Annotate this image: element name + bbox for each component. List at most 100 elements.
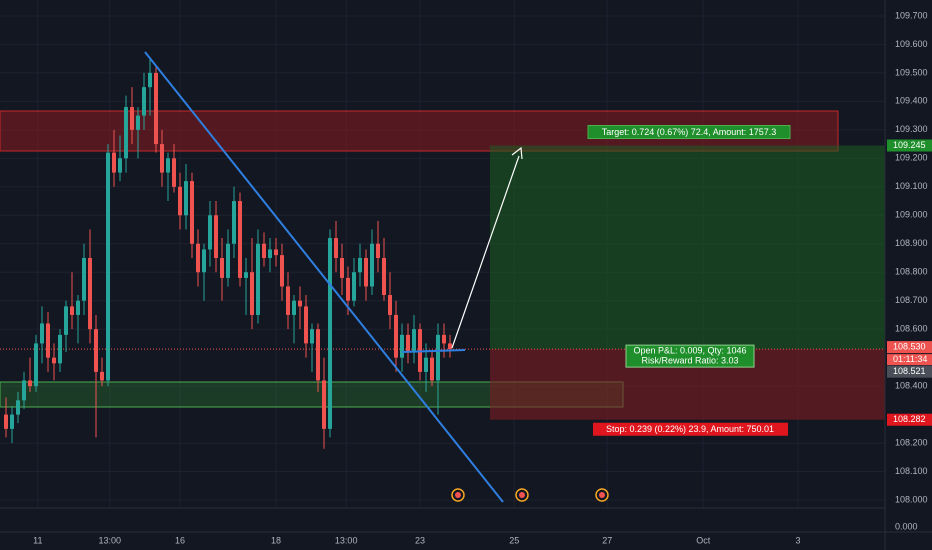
- candle-body: [244, 272, 248, 278]
- candle-body: [196, 243, 200, 273]
- arrow-head: [511, 146, 523, 160]
- y-tick-label: 108.700: [895, 295, 928, 305]
- candle-body: [220, 257, 224, 278]
- y-tick-label: 108.200: [895, 437, 928, 447]
- candle-body: [130, 107, 134, 130]
- candle-body: [346, 277, 350, 301]
- x-tick-label: 25: [509, 535, 519, 545]
- stop-price-tag-box: [887, 413, 932, 426]
- x-tick-label: Oct: [696, 535, 711, 545]
- x-tick-label: 18: [271, 535, 281, 545]
- stop-label: Stop: 0.239 (0.22%) 23.9, Amount: 750.01: [606, 424, 774, 434]
- candle-body: [22, 380, 26, 401]
- candle-body: [172, 158, 176, 187]
- candle-body: [64, 306, 68, 335]
- y-tick-label: 109.200: [895, 153, 928, 163]
- y-tick-label: 109.700: [895, 10, 928, 20]
- target-zone: [490, 145, 885, 350]
- trend-line: [144, 51, 504, 503]
- candle-body: [304, 306, 308, 344]
- candle-body: [52, 357, 56, 364]
- candle-body: [448, 343, 452, 350]
- y-tick-label: 109.100: [895, 181, 928, 191]
- x-tick-label: 3: [795, 535, 800, 545]
- y-tick-label: 108.000: [895, 494, 928, 504]
- candle-body: [286, 286, 290, 315]
- event-icon-dot: [455, 492, 461, 498]
- ratio-label: Risk/Reward Ratio: 3.03: [641, 355, 738, 365]
- entry-price-tag: 108.530: [893, 341, 926, 351]
- candle-body: [262, 243, 266, 258]
- candle-body: [340, 257, 344, 278]
- candle-body: [214, 215, 218, 258]
- candle-body: [190, 181, 194, 244]
- countdown: 01:11:34: [893, 354, 927, 364]
- x-tick-label: 13:00: [99, 535, 122, 545]
- candle-body: [106, 152, 110, 381]
- candle-body: [436, 334, 440, 381]
- y-tick-label: 108.800: [895, 267, 928, 277]
- candle-body: [298, 300, 302, 307]
- y-tick-label: 108.100: [895, 466, 928, 476]
- candle-body: [232, 201, 236, 244]
- candle-body: [274, 249, 278, 256]
- x-tick-label: 13:00: [335, 535, 358, 545]
- stop-price-tag: 108.282: [893, 414, 926, 424]
- last-price-tag-box: [887, 365, 932, 378]
- y-tick-label: 109.000: [895, 210, 928, 220]
- y-tick-label: 108.900: [895, 238, 928, 248]
- candle-body: [280, 255, 284, 287]
- candle-body: [424, 357, 428, 372]
- y-tick-label: 109.400: [895, 96, 928, 106]
- candle-body: [160, 144, 164, 173]
- candle-body: [40, 323, 44, 344]
- x-tick-label: 27: [602, 535, 612, 545]
- candle-body: [352, 272, 356, 301]
- candle-body: [58, 334, 62, 364]
- candle-body: [268, 249, 272, 258]
- candle-body: [154, 72, 158, 145]
- candle-body: [334, 238, 338, 258]
- candle-body: [406, 334, 410, 352]
- lower-pane-tick: 0.000: [895, 521, 918, 531]
- candle-body: [250, 272, 254, 315]
- y-tick-label: 108.400: [895, 381, 928, 391]
- candle-body: [82, 257, 86, 301]
- stop-label-box: [593, 422, 788, 436]
- candle-body: [34, 343, 38, 387]
- candle-body: [376, 243, 380, 258]
- candle-body: [238, 201, 242, 278]
- arrow-line: [451, 155, 520, 349]
- target-price-tag-box: [887, 139, 932, 152]
- candle-body: [136, 115, 140, 130]
- candle-body: [322, 380, 326, 429]
- target-label: Target: 0.724 (0.67%) 72.4, Amount: 1757…: [602, 127, 777, 137]
- countdown-box: [887, 354, 932, 366]
- candles: [4, 58, 452, 449]
- candle-body: [316, 329, 320, 381]
- candle-body: [124, 107, 128, 159]
- candle-body: [442, 334, 446, 344]
- x-tick-label: 23: [415, 535, 425, 545]
- candle-body: [382, 257, 386, 296]
- candle-body: [400, 334, 404, 358]
- candle-body: [310, 329, 314, 344]
- candle-body: [364, 257, 368, 287]
- candle-body: [178, 186, 182, 216]
- target-price-tag: 109.245: [893, 140, 926, 150]
- candle-body: [166, 158, 170, 173]
- candle-body: [292, 300, 296, 315]
- candle-body: [100, 371, 104, 381]
- candle-body: [226, 243, 230, 278]
- candle-body: [412, 329, 416, 352]
- entry-price-tag-box: [887, 341, 932, 354]
- candle-body: [430, 357, 434, 381]
- x-tick-label: 11: [33, 535, 42, 545]
- candle-body: [358, 257, 362, 273]
- y-tick-label: 108.600: [895, 324, 928, 334]
- candle-body: [16, 400, 20, 415]
- event-icon-dot: [599, 492, 605, 498]
- candle-body: [142, 87, 146, 116]
- y-tick-label: 109.600: [895, 39, 928, 49]
- candle-body: [94, 329, 98, 372]
